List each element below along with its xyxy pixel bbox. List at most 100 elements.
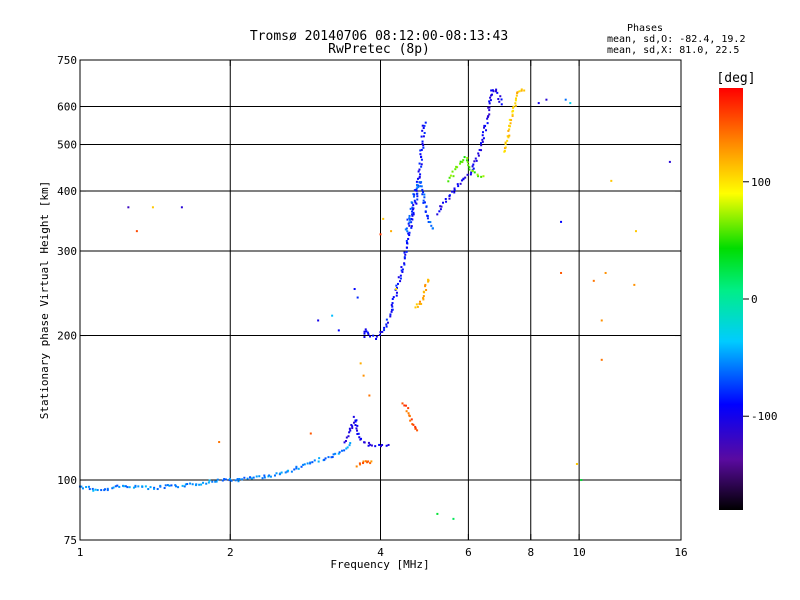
scatter-point xyxy=(600,358,603,361)
trace-point xyxy=(482,175,485,178)
trace-point xyxy=(363,330,366,333)
trace-point xyxy=(405,227,408,230)
trace-point xyxy=(403,251,406,254)
trace-point xyxy=(280,471,283,474)
trace-point xyxy=(421,129,424,132)
trace-point xyxy=(258,475,261,478)
trace-point xyxy=(455,165,458,168)
trace-point xyxy=(412,211,415,214)
trace-point xyxy=(215,480,218,483)
trace-point xyxy=(375,337,378,340)
trace-point xyxy=(366,331,369,334)
trace-point xyxy=(408,234,411,237)
trace-point xyxy=(349,442,352,445)
trace-point xyxy=(356,424,359,427)
trace-point xyxy=(418,302,421,305)
trace-point xyxy=(141,485,144,488)
trace-point xyxy=(512,105,515,108)
trace-point xyxy=(421,142,424,145)
trace-point xyxy=(81,487,84,490)
trace-point xyxy=(363,336,366,339)
trace-point xyxy=(488,109,491,112)
trace-point xyxy=(284,471,287,474)
trace-point xyxy=(515,94,518,97)
trace-point xyxy=(403,404,406,407)
trace-point xyxy=(406,230,409,233)
trace-point xyxy=(506,139,509,142)
trace-point xyxy=(410,210,413,213)
trace-point xyxy=(358,436,361,439)
trace-point xyxy=(409,207,412,210)
trace-point xyxy=(410,226,413,229)
trace-point xyxy=(407,222,410,225)
trace-point xyxy=(407,237,410,240)
trace-point xyxy=(381,330,384,333)
trace-point xyxy=(422,201,425,204)
trace-point xyxy=(137,485,140,488)
trace-point xyxy=(112,486,115,489)
scatter-point xyxy=(575,462,578,465)
colorbar-label: [deg] xyxy=(716,71,755,86)
trace-point xyxy=(417,170,420,173)
trace-point xyxy=(355,419,358,422)
trace-point xyxy=(405,250,408,253)
trace-point xyxy=(481,140,484,143)
trace-point xyxy=(181,484,184,487)
trace-point xyxy=(290,470,293,473)
trace-point xyxy=(413,193,416,196)
trace-point xyxy=(387,443,390,446)
trace-point xyxy=(514,99,517,102)
trace-point xyxy=(518,90,521,93)
trace-point xyxy=(420,165,423,168)
trace-point xyxy=(417,184,420,187)
trace-point xyxy=(499,95,502,98)
chart-subtitle: RwPretec (8p) xyxy=(328,42,430,57)
trace-point xyxy=(419,300,422,303)
trace-point xyxy=(118,485,121,488)
chart-title: Tromsø 20140706 08:12:00-08:13:43 xyxy=(250,29,508,44)
trace-point xyxy=(466,156,469,159)
trace-point xyxy=(252,476,255,479)
y-tick-label: 200 xyxy=(57,330,77,343)
trace-point xyxy=(92,489,95,492)
trace-point xyxy=(488,102,491,105)
y-tick-label: 500 xyxy=(57,139,77,152)
trace-point xyxy=(389,315,392,318)
trace-point xyxy=(100,489,103,492)
trace-point xyxy=(476,173,479,176)
trace-point xyxy=(462,159,465,162)
trace-point xyxy=(419,185,422,188)
trace-point xyxy=(364,460,367,463)
trace-point xyxy=(369,462,372,465)
trace-point xyxy=(415,303,418,306)
trace-point xyxy=(457,185,460,188)
trace-point xyxy=(425,289,428,292)
trace-point xyxy=(381,444,384,447)
trace-point xyxy=(492,90,495,93)
trace-point xyxy=(236,478,239,481)
trace-point xyxy=(408,217,411,220)
trace-point xyxy=(416,198,419,201)
trace-point xyxy=(418,175,421,178)
trace-point xyxy=(413,199,416,202)
scatter-point xyxy=(560,271,563,274)
trace-point xyxy=(424,285,427,288)
trace-point xyxy=(273,474,276,477)
trace-point xyxy=(330,456,333,459)
trace-point xyxy=(415,188,418,191)
trace-point xyxy=(279,472,282,475)
trace-point xyxy=(497,98,500,101)
trace-point xyxy=(385,444,388,447)
trace-point xyxy=(453,189,456,192)
trace-point xyxy=(379,445,382,448)
trace-point xyxy=(516,91,519,94)
trace-point xyxy=(421,193,424,196)
trace-point xyxy=(423,193,426,196)
trace-point xyxy=(374,445,377,448)
trace-point xyxy=(395,284,398,287)
trace-point xyxy=(106,487,109,490)
trace-point xyxy=(403,256,406,259)
trace-point xyxy=(345,436,348,439)
scatter-point xyxy=(368,394,371,397)
trace-point xyxy=(453,191,456,194)
